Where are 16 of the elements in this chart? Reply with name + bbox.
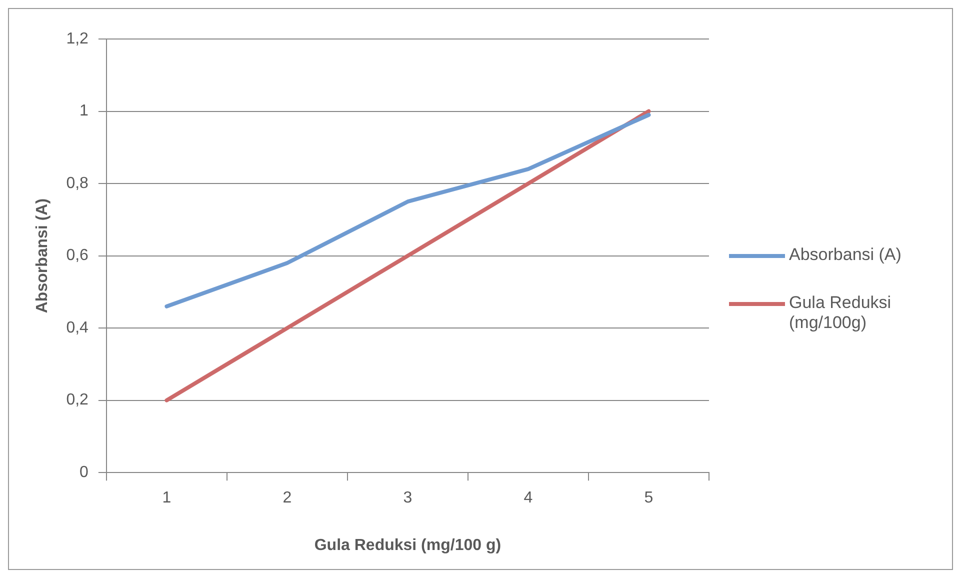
x-tick-label: 2 — [282, 490, 292, 507]
y-tick-label: 0,2 — [66, 392, 89, 409]
legend-label: Absorbansi (A) — [789, 245, 902, 265]
x-tick-label: 5 — [644, 490, 654, 507]
y-tick-label: 0,6 — [66, 247, 89, 264]
x-tick-label: 1 — [162, 490, 172, 507]
x-axis-title: Gula Reduksi (mg/100 g) — [314, 536, 502, 554]
legend-label: Gula Reduksi (mg/100g) — [789, 293, 892, 333]
y-axis-title: Absorbansi (A) — [34, 198, 52, 314]
x-tick-label: 4 — [524, 490, 533, 507]
y-tick-label: 0,4 — [66, 319, 89, 336]
x-tick-label: 3 — [403, 490, 412, 507]
y-tick-label: 0,8 — [66, 174, 89, 192]
y-tick-label: 0 — [80, 464, 89, 482]
y-tick-label: 1 — [80, 102, 89, 120]
y-tick-label: 1,2 — [66, 30, 89, 48]
